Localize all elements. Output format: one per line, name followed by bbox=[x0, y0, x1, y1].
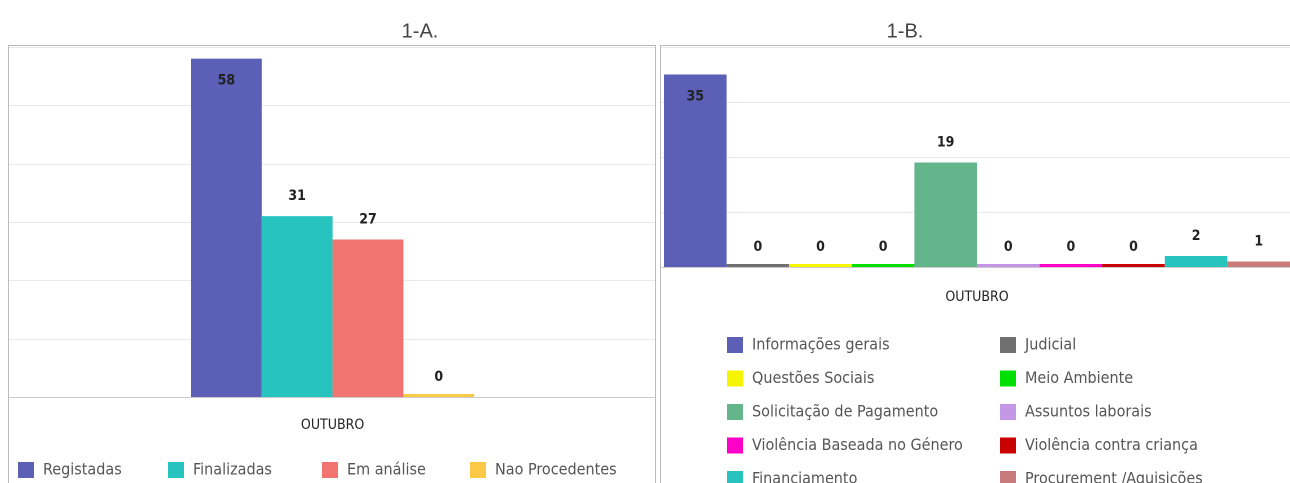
x-tick-label: OUTUBRO bbox=[301, 417, 364, 433]
legend-swatch bbox=[1000, 437, 1016, 454]
bar bbox=[1227, 261, 1290, 267]
legend-swatch bbox=[1000, 337, 1016, 353]
data-label: 0 bbox=[754, 239, 763, 255]
legend-swatch bbox=[727, 370, 743, 387]
legend-label: Judicial bbox=[1024, 335, 1076, 354]
legend-label: Procurement /Aquisições bbox=[1025, 469, 1203, 483]
legend-swatch bbox=[18, 462, 34, 478]
legend-label: Registadas bbox=[43, 460, 122, 479]
chart-title: 1-B. bbox=[887, 20, 924, 42]
bar bbox=[191, 58, 262, 398]
legend-label: Nao Procedentes bbox=[495, 460, 617, 479]
data-label: 0 bbox=[879, 239, 888, 255]
bar bbox=[403, 394, 475, 397]
x-tick-label: OUTUBRO bbox=[945, 289, 1008, 305]
legend-label: Solicitação de Pagamento bbox=[752, 402, 938, 421]
legend-swatch bbox=[727, 437, 743, 454]
legend-swatch bbox=[727, 404, 743, 420]
data-label: 19 bbox=[937, 135, 955, 151]
legend-label: Em análise bbox=[347, 460, 426, 479]
legend-label: Financiamento bbox=[752, 469, 858, 483]
legend-label: Informações gerais bbox=[752, 335, 890, 354]
bar bbox=[332, 239, 404, 397]
bar bbox=[261, 216, 333, 397]
legend-label: Meio Ambiente bbox=[1025, 368, 1133, 387]
legend-swatch bbox=[1000, 370, 1016, 387]
legend-swatch bbox=[1000, 471, 1016, 483]
bar bbox=[851, 264, 915, 267]
data-label: 31 bbox=[288, 188, 306, 204]
data-label: 2 bbox=[1192, 228, 1201, 244]
legend-swatch bbox=[727, 471, 743, 483]
data-label: 0 bbox=[1129, 239, 1138, 255]
bar bbox=[1039, 264, 1103, 267]
data-label: 0 bbox=[1067, 239, 1076, 255]
legend-swatch bbox=[727, 337, 743, 353]
legend-label: Assuntos laborais bbox=[1025, 402, 1152, 421]
legend-label: Finalizadas bbox=[193, 460, 272, 479]
data-label: 0 bbox=[816, 239, 825, 255]
panel bbox=[660, 45, 1290, 483]
data-label: 58 bbox=[218, 73, 236, 89]
bar bbox=[726, 264, 790, 267]
legend-label: Violência Baseada no Género bbox=[752, 435, 963, 454]
legend-swatch bbox=[322, 462, 338, 478]
legend-swatch bbox=[470, 462, 486, 478]
data-label: 0 bbox=[434, 369, 443, 385]
data-label: 35 bbox=[687, 89, 705, 105]
legend-swatch bbox=[168, 462, 184, 478]
bar bbox=[914, 162, 977, 267]
legend-swatch bbox=[1000, 404, 1016, 420]
data-label: 27 bbox=[359, 212, 377, 228]
data-label: 0 bbox=[1004, 239, 1013, 255]
bar bbox=[1164, 256, 1228, 267]
bar bbox=[789, 264, 852, 267]
bar bbox=[664, 74, 727, 267]
data-label: 1 bbox=[1254, 234, 1263, 250]
chart-title: 1-A. bbox=[402, 20, 439, 42]
bar bbox=[977, 264, 1040, 267]
legend-label: Questões Sociais bbox=[752, 368, 874, 387]
legend-label: Violência contra criança bbox=[1025, 435, 1198, 454]
bar bbox=[1102, 264, 1165, 267]
panel bbox=[8, 45, 656, 483]
